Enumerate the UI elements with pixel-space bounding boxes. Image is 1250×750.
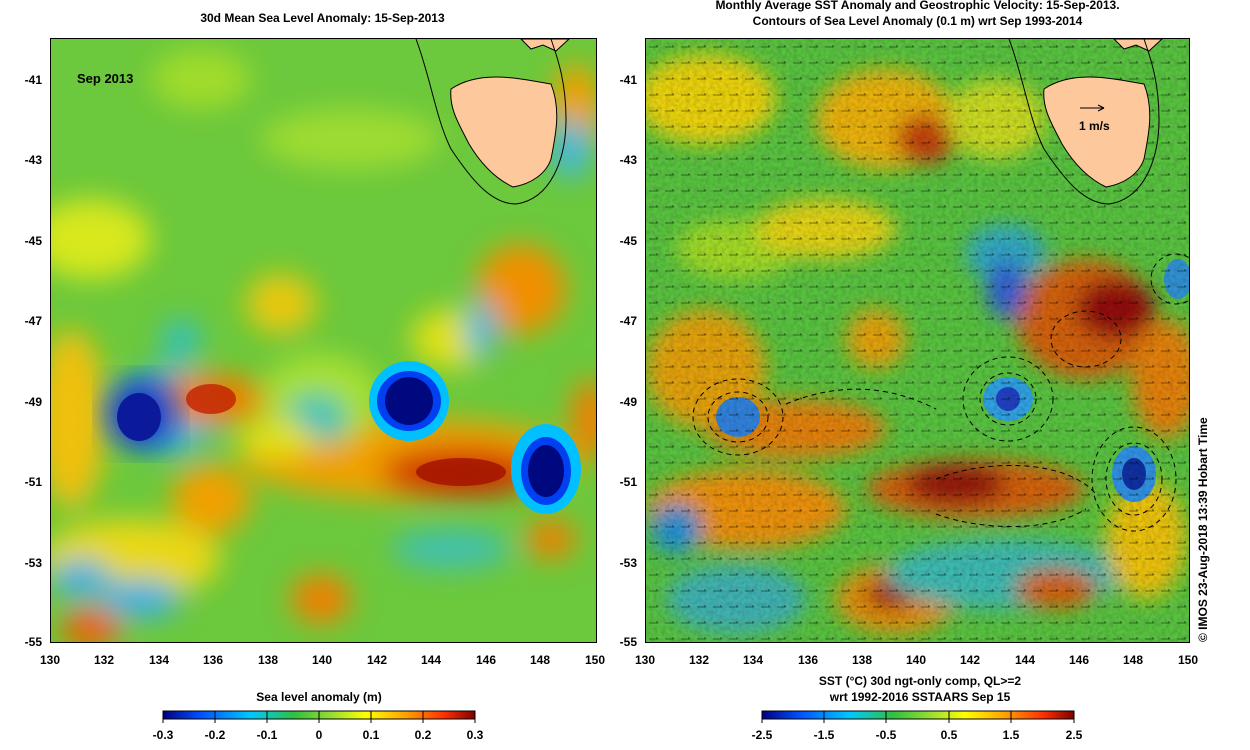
y-tick-label: -41 bbox=[619, 73, 637, 87]
y-tick-label: -51 bbox=[619, 475, 637, 489]
sst-field bbox=[646, 39, 1189, 642]
tasmania-land-sst bbox=[1043, 76, 1151, 188]
y-tick-label: -47 bbox=[619, 314, 637, 328]
x-tick-label: 132 bbox=[688, 653, 710, 667]
x-tick-label: 142 bbox=[959, 653, 981, 667]
y-tick-label: -43 bbox=[619, 153, 637, 167]
right-panel-title-line1: Monthly Average SST Anomaly and Geostrop… bbox=[715, 0, 1120, 12]
x-tick-label: 144 bbox=[1014, 653, 1036, 667]
x-tick-label: 142 bbox=[366, 653, 388, 667]
velocity-scale-label: 1 m/s bbox=[1079, 119, 1110, 133]
date-label: Sep 2013 bbox=[77, 71, 134, 86]
colorbar-tick-label: -2.5 bbox=[751, 728, 773, 742]
colorbar-tick-label: -0.5 bbox=[875, 728, 897, 742]
x-tick-label: 136 bbox=[797, 653, 819, 667]
x-tick-label: 134 bbox=[148, 653, 170, 667]
sla-field bbox=[51, 39, 596, 642]
x-tick-label: 136 bbox=[202, 653, 224, 667]
right-panel-title-line2: Contours of Sea Level Anomaly (0.1 m) wr… bbox=[752, 14, 1083, 28]
left-panel-title: 30d Mean Sea Level Anomaly: 15-Sep-2013 bbox=[200, 11, 445, 25]
y-tick-label: -43 bbox=[24, 153, 42, 167]
x-tick-label: 146 bbox=[475, 653, 497, 667]
x-tick-label: 148 bbox=[529, 653, 551, 667]
sea-level-anomaly-map: Sep 2013 bbox=[50, 38, 597, 643]
colorbar-tick-label: 0 bbox=[315, 728, 323, 742]
x-tick-label: 140 bbox=[905, 653, 927, 667]
x-tick-label: 148 bbox=[1122, 653, 1144, 667]
y-tick-label: -47 bbox=[24, 314, 42, 328]
colorbar-tick-label: -0.1 bbox=[256, 728, 278, 742]
x-tick-label: 130 bbox=[634, 653, 656, 667]
y-tick-label: -53 bbox=[619, 556, 637, 570]
colorbar-tick-label: 2.5 bbox=[1065, 728, 1083, 742]
x-tick-label: 134 bbox=[742, 653, 764, 667]
colorbar-tick-label: 1.5 bbox=[1002, 728, 1020, 742]
colorbar-tick-label: -0.2 bbox=[204, 728, 226, 742]
y-tick-label: -45 bbox=[24, 234, 42, 248]
right-colorbar-title-line1: SST (°C) 30d ngt-only comp, QL>=2 bbox=[818, 674, 1022, 688]
y-tick-label: -49 bbox=[24, 395, 42, 409]
colorbar-tick-label: 0.5 bbox=[940, 728, 958, 742]
y-tick-label: -53 bbox=[24, 556, 42, 570]
x-tick-label: 138 bbox=[257, 653, 279, 667]
y-tick-label: -51 bbox=[24, 475, 42, 489]
right-colorbar bbox=[761, 710, 1075, 723]
y-tick-label: -49 bbox=[619, 395, 637, 409]
x-tick-label: 150 bbox=[584, 653, 606, 667]
colorbar-tick-label: 0.1 bbox=[362, 728, 380, 742]
imos-credit: © IMOS 23-Aug-2018 13:39 Hobart Time bbox=[1196, 417, 1210, 642]
y-tick-label: -41 bbox=[24, 73, 42, 87]
colorbar-tick-label: 0.2 bbox=[414, 728, 432, 742]
mainland-coast bbox=[520, 39, 570, 52]
y-tick-label: -55 bbox=[24, 635, 42, 649]
right-colorbar-title-line2: wrt 1992-2016 SSTAARS Sep 15 bbox=[829, 690, 1011, 704]
x-tick-label: 132 bbox=[93, 653, 115, 667]
x-tick-label: 144 bbox=[420, 653, 442, 667]
left-colorbar bbox=[162, 710, 476, 723]
y-tick-label: -55 bbox=[619, 635, 637, 649]
colorbar-tick-label: -1.5 bbox=[813, 728, 835, 742]
sst-anomaly-map: 1 m/s bbox=[645, 38, 1190, 643]
tasmania-land bbox=[450, 76, 558, 188]
x-tick-label: 146 bbox=[1068, 653, 1090, 667]
y-tick-label: -45 bbox=[619, 234, 637, 248]
x-tick-label: 130 bbox=[39, 653, 61, 667]
sla-contours bbox=[692, 253, 1189, 532]
x-tick-label: 140 bbox=[311, 653, 333, 667]
x-tick-label: 150 bbox=[1177, 653, 1199, 667]
left-colorbar-title: Sea level anomaly (m) bbox=[256, 690, 382, 704]
colorbar-tick-label: -0.3 bbox=[152, 728, 174, 742]
shelf-contour bbox=[415, 39, 567, 205]
colorbar-tick-label: 0.3 bbox=[466, 728, 484, 742]
x-tick-label: 138 bbox=[851, 653, 873, 667]
